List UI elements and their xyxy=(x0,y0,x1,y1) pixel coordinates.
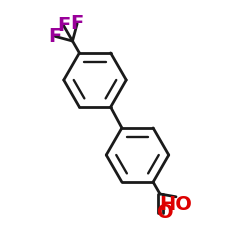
Text: F: F xyxy=(48,27,62,46)
Text: O: O xyxy=(157,203,174,222)
Text: F: F xyxy=(57,16,70,35)
Text: F: F xyxy=(70,14,84,33)
Text: HO: HO xyxy=(160,195,192,214)
